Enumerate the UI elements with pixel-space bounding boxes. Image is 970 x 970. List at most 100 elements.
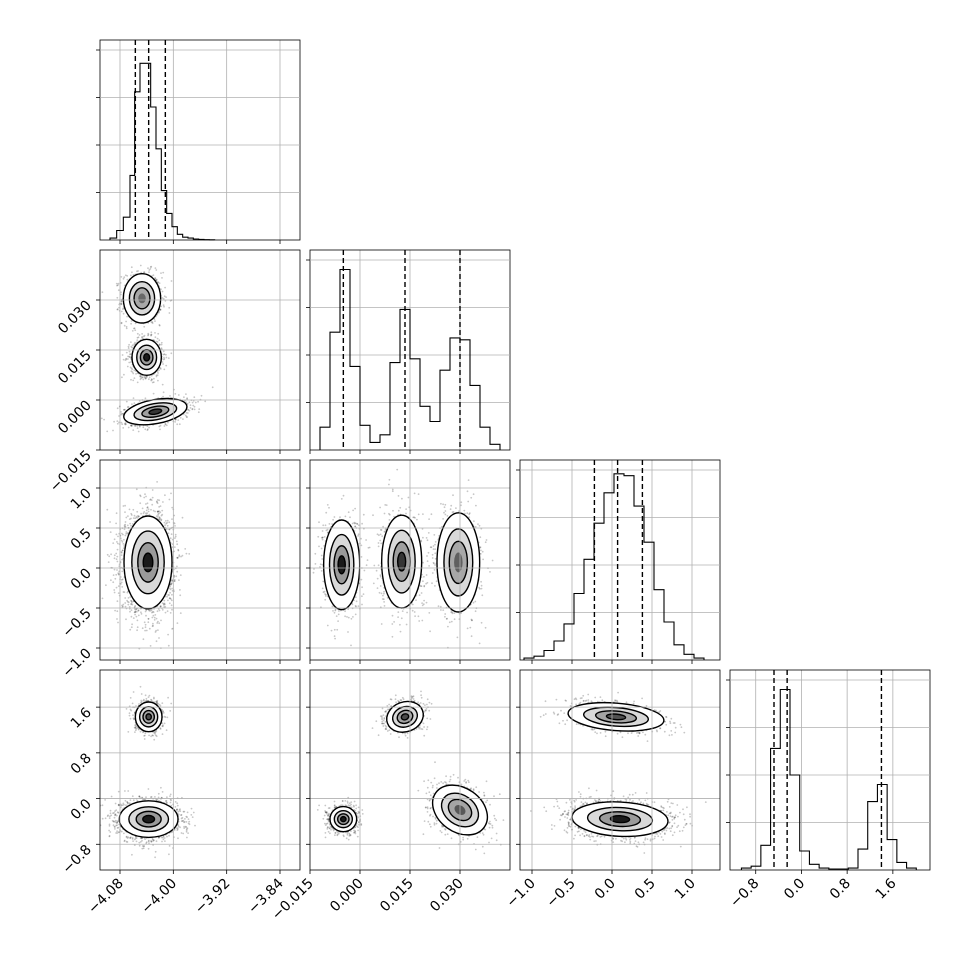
sample-point [162, 391, 165, 394]
sample-point [123, 545, 125, 547]
sample-point [132, 372, 135, 375]
sample-point [174, 525, 176, 527]
sample-point [150, 378, 153, 381]
sample-point [130, 378, 132, 381]
sample-point [130, 603, 132, 606]
sample-point [168, 594, 171, 596]
sample-point [131, 368, 134, 371]
sample-point [122, 277, 125, 280]
sample-point [117, 282, 120, 285]
sample-point [167, 532, 170, 535]
contour-line [143, 353, 151, 362]
sample-point [149, 609, 152, 612]
sample-point [151, 378, 153, 381]
sample-point [120, 322, 123, 325]
sample-point [109, 521, 111, 523]
sample-point [151, 489, 154, 491]
sample-point [152, 392, 155, 395]
sample-point [131, 601, 133, 604]
sample-point [120, 303, 123, 306]
sample-point [173, 580, 176, 582]
sample-point [179, 417, 182, 419]
sample-point [127, 345, 130, 348]
sample-point [156, 502, 159, 505]
sample-point [116, 555, 119, 558]
sample-point [184, 414, 187, 417]
sample-point [170, 583, 173, 585]
sample-point [164, 423, 167, 426]
sample-point [144, 629, 147, 632]
sample-point [153, 377, 155, 380]
sample-point [157, 372, 160, 374]
sample-point [168, 597, 171, 600]
sample-point [116, 308, 119, 311]
sample-point [136, 339, 139, 341]
sample-point [120, 579, 123, 581]
sample-point [176, 423, 179, 426]
sample-point [159, 308, 162, 311]
sample-point [149, 645, 152, 647]
sample-point [116, 284, 118, 287]
sample-point [120, 413, 122, 416]
sample-point [151, 616, 154, 619]
sample-point [156, 610, 159, 613]
sample-point [151, 610, 154, 613]
sample-point [186, 408, 189, 411]
sample-point [128, 350, 131, 353]
sample-point [177, 557, 179, 559]
sample-point [160, 514, 163, 517]
sample-point [130, 266, 133, 269]
sample-point [132, 617, 135, 619]
sample-point [133, 402, 136, 404]
sample-point [113, 591, 116, 594]
sample-point [114, 609, 116, 612]
sample-point [107, 561, 110, 563]
sample-point [163, 305, 165, 308]
sample-point [168, 602, 171, 605]
sample-point [174, 535, 177, 538]
sample-point [169, 612, 172, 614]
sample-point [141, 627, 144, 630]
sample-point [159, 505, 162, 507]
sample-point [156, 337, 159, 340]
sample-point [130, 274, 132, 277]
sample-point [145, 614, 147, 617]
contour-line [136, 344, 158, 371]
sample-point [163, 603, 166, 606]
sample-point [211, 386, 214, 389]
sample-point [129, 596, 132, 598]
sample-point [125, 400, 128, 403]
sample-point [173, 578, 176, 581]
sample-point [186, 412, 189, 414]
sample-point [124, 504, 126, 507]
sample-point [123, 276, 126, 279]
sample-point [163, 425, 166, 427]
sample-point [173, 522, 176, 525]
sample-point [124, 408, 126, 411]
sample-point [152, 614, 155, 617]
sample-point [159, 424, 162, 427]
sample-point [123, 528, 126, 531]
sample-point [130, 367, 133, 370]
sample-point [142, 638, 145, 641]
sample-point [116, 308, 119, 310]
sample-point [143, 511, 146, 513]
sample-point [124, 597, 127, 599]
sample-point [156, 370, 159, 373]
sample-point [147, 617, 150, 620]
sample-point [152, 509, 155, 512]
sample-point [130, 361, 132, 363]
sample-point [112, 542, 115, 544]
sample-point [193, 405, 196, 408]
sample-point [182, 418, 184, 420]
sample-point [105, 584, 107, 587]
sample-point [131, 346, 134, 349]
sample-point [176, 570, 179, 573]
sample-point [186, 416, 188, 419]
sample-point [145, 503, 147, 505]
sample-point [153, 616, 156, 619]
sample-point [150, 374, 153, 377]
sample-point [134, 608, 136, 611]
sample-point [162, 604, 165, 606]
sample-point [117, 535, 119, 538]
